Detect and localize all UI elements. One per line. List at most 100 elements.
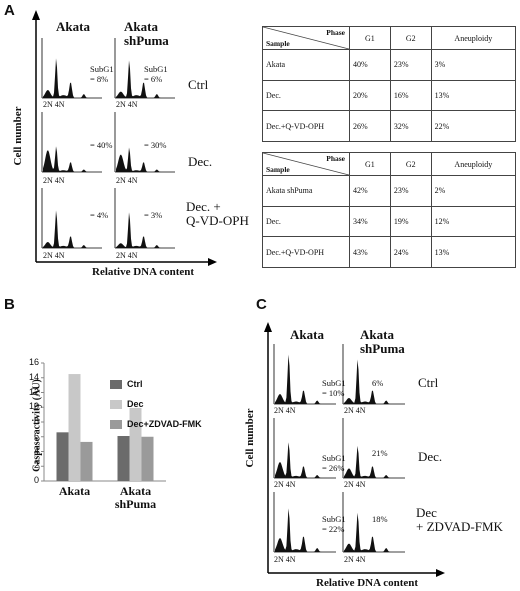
table2-cell: 19% <box>389 205 432 238</box>
panel-b-ytick-label: 8 <box>33 416 39 426</box>
table2-corner-header: Phase Sample <box>262 152 350 176</box>
panel-c-letter: C <box>256 296 267 313</box>
table1-phase-header: Phase <box>326 28 345 37</box>
panel-a-col-shpuma: Akata shPuma <box>124 19 169 48</box>
panel-b-ytick-label: 12 <box>28 386 39 397</box>
panel-b-legend-label: Dec <box>127 399 144 409</box>
panel-a-tick-1: 2N 4N <box>43 100 65 109</box>
panel-b-bar-ctrl-1 <box>117 436 130 481</box>
panel-c-subg1-akata-ctrl: SubG1 = 10% <box>322 378 346 398</box>
table1-cell: 13% <box>430 79 517 112</box>
panel-c-col-shpuma: Akata shPuma <box>360 327 405 356</box>
panel-a-histogram-shpuma-0 <box>116 60 176 98</box>
panel-a-col-akata: Akata <box>56 19 90 34</box>
table2-cell: 2% <box>430 175 517 207</box>
panel-a-subg1-akata-qvd: = 4% <box>90 210 109 220</box>
panel-a-tick-3: 2N 4N <box>43 176 65 185</box>
table2-cell: 42% <box>349 175 391 207</box>
panel-c-tick-3: 2N 4N <box>274 480 296 489</box>
table1-cell: Akata <box>262 49 350 81</box>
panel-a-subg1-akata-ctrl: SubG1 = 8% <box>90 64 114 84</box>
table1-cell: 22% <box>430 110 517 142</box>
table2-cell: 23% <box>389 175 432 207</box>
panel-c-col-akata: Akata <box>290 327 324 342</box>
panel-c-xlabel: Relative DNA content <box>316 577 419 589</box>
panel-a-subg1-shpuma-qvd: = 3% <box>144 210 163 220</box>
table1-cell: 20% <box>349 79 391 112</box>
table2-cell: 24% <box>389 236 432 268</box>
table2-cell: 43% <box>349 236 391 268</box>
table1-cell: 40% <box>349 49 391 81</box>
panel-a-tick-4: 2N 4N <box>116 176 138 185</box>
table2-col-aneu: Aneuploidy <box>430 152 517 176</box>
panel-a-histogram-shpuma-2 <box>116 212 176 248</box>
phase-table-shpuma: Phase Sample G1 G2 Aneuploidy Akata shPu… <box>262 152 517 268</box>
panel-c-subg1-shpuma-dec: 21% <box>372 448 388 458</box>
panel-a-ylabel: Cell number <box>12 106 24 166</box>
panel-c-histogram-akata-2 <box>275 508 337 552</box>
panel-b-category-label: Akata shPuma <box>114 484 157 511</box>
panel-b-bar-ctrl-0 <box>56 432 69 481</box>
panel-a-subg1-akata-dec: = 40% <box>90 140 113 150</box>
table2-cell: Dec.+Q-VD-OPH <box>262 236 350 268</box>
panel-b-legend-swatch <box>110 380 122 389</box>
table1-cell: 26% <box>349 110 391 142</box>
table2-sample-header: Sample <box>266 165 290 174</box>
panel-a-subg1-shpuma-dec: = 30% <box>144 140 167 150</box>
panel-c-subg1-akata-zdvad: SubG1 = 22% <box>322 514 346 534</box>
table1-col-g2: G2 <box>389 26 432 50</box>
panel-b-legend-swatch <box>110 400 122 409</box>
panel-b-letter: B <box>4 296 15 313</box>
table1-cell: 23% <box>389 49 432 81</box>
panel-b-legend-label: Dec+ZDVAD-FMK <box>127 419 202 429</box>
panel-c-tick-2: 2N 4N <box>344 406 366 415</box>
table1-col-aneu: Aneuploidy <box>430 26 517 50</box>
table2-col-g1: G1 <box>349 152 391 176</box>
panel-a-histogram-akata-0 <box>43 58 103 98</box>
panel-a-row-dec: Dec. <box>188 154 213 169</box>
panel-b-ytick-label: 4 <box>33 445 39 456</box>
panel-c-row-zdvad: Dec + ZDVAD-FMK <box>416 505 503 534</box>
panel-a-subg1-shpuma-ctrl: SubG1 = 6% <box>144 64 168 84</box>
panel-a-tick-6: 2N 4N <box>116 251 138 260</box>
table2-phase-header: Phase <box>326 154 345 163</box>
panel-c-row-dec: Dec. <box>418 449 443 464</box>
table1-cell: Dec. <box>262 79 350 112</box>
panel-b-ytick-label: 16 <box>28 357 39 367</box>
panel-c-subg1-shpuma-ctrl: 6% <box>372 378 384 388</box>
panel-a-histogram-akata-2 <box>43 210 103 248</box>
panel-b-legend-label: Ctrl <box>127 379 143 389</box>
panel-b-ytick-label: 6 <box>33 430 39 441</box>
panel-b-ytick-label: 10 <box>28 401 39 412</box>
panel-c-histogram-shpuma-2 <box>344 512 406 552</box>
panel-a-row-dec-qvd: Dec. + Q-VD-OPH <box>186 199 249 228</box>
panel-a-row-ctrl: Ctrl <box>188 77 209 92</box>
panel-c-tick-5: 2N 4N <box>274 555 296 564</box>
panel-b-legend-swatch <box>110 420 122 429</box>
panel-b-category-label: Akata <box>58 484 91 498</box>
panel-b-bar-dec-zdvad-fmk-1 <box>141 436 154 481</box>
phase-table-akata: Phase Sample G1 G2 Aneuploidy Akata 40% … <box>262 26 517 142</box>
table2-cell: 12% <box>430 205 517 238</box>
panel-b-bar-dec-zdvad-fmk-0 <box>80 441 93 481</box>
panel-b-bar-dec-1 <box>129 407 142 481</box>
panel-c-histogram-akata-1 <box>275 442 337 478</box>
table2-cell: 13% <box>430 236 517 268</box>
table1-cell: Dec.+Q-VD-OPH <box>262 110 350 142</box>
table1-col-g1: G1 <box>349 26 391 50</box>
panel-a-histogram-shpuma-1 <box>116 147 176 172</box>
panel-b-bar-dec-0 <box>68 374 81 481</box>
table2-col-g2: G2 <box>389 152 432 176</box>
panel-a-tick-5: 2N 4N <box>43 251 65 260</box>
table1-sample-header: Sample <box>266 39 290 48</box>
panel-c-tick-1: 2N 4N <box>274 406 296 415</box>
panel-a-letter: A <box>4 2 15 19</box>
panel-b-ytick-label: 14 <box>28 371 39 382</box>
table2-cell: 34% <box>349 205 391 238</box>
table1-corner-header: Phase Sample <box>262 26 350 50</box>
table2-cell: Akata shPuma <box>262 175 350 207</box>
panel-b-ytick-label: 0 <box>33 475 39 485</box>
table1-cell: 32% <box>389 110 432 142</box>
panel-a-xlabel: Relative DNA content <box>92 266 195 278</box>
